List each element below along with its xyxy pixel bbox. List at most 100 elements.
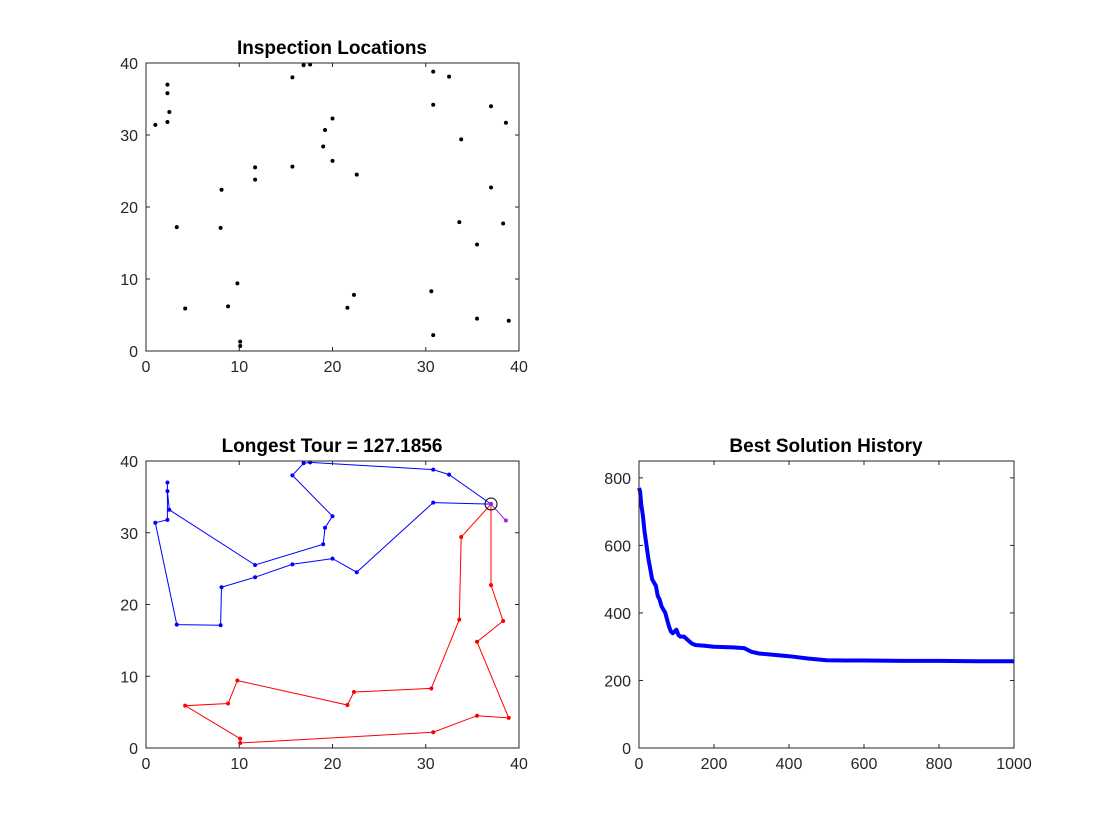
best-solution-history-axes: Best Solution History 0 200 400 600 800 10000… bbox=[604, 436, 1032, 773]
x-tick-label: 0 bbox=[635, 756, 644, 773]
location-point bbox=[167, 109, 172, 114]
x-tick-label: 40 bbox=[510, 756, 528, 773]
location-point bbox=[238, 339, 243, 344]
route-stop-point bbox=[321, 542, 326, 547]
route-stop-point bbox=[431, 730, 436, 735]
y-tick-label: 10 bbox=[120, 669, 138, 686]
route-stop-point bbox=[219, 585, 224, 590]
x-tick-label: 0 bbox=[142, 756, 151, 773]
y-tick-label: 40 bbox=[120, 56, 138, 73]
history-line bbox=[637, 487, 1014, 664]
x-tick-label: 30 bbox=[417, 756, 435, 773]
y-tick-label: 10 bbox=[120, 272, 138, 289]
location-point bbox=[165, 120, 170, 125]
route-stop-point bbox=[238, 740, 243, 745]
route-stop-point bbox=[165, 489, 170, 494]
route-stop-point bbox=[431, 467, 436, 472]
route-stop-point bbox=[301, 461, 306, 466]
location-point bbox=[447, 74, 452, 79]
location-point bbox=[253, 165, 258, 170]
route-stop-point bbox=[253, 575, 258, 580]
x-tick-label: 40 bbox=[510, 359, 528, 376]
x-tick-label: 200 bbox=[701, 756, 728, 773]
inspection-locations-points bbox=[153, 62, 511, 348]
x-tick-label: 10 bbox=[230, 756, 248, 773]
best-solution-history-line bbox=[637, 487, 1014, 664]
location-point bbox=[218, 225, 223, 230]
location-point bbox=[489, 185, 494, 190]
x-tick-label: 30 bbox=[417, 359, 435, 376]
route-stop-point bbox=[431, 500, 436, 505]
y-tick-label: 800 bbox=[604, 471, 631, 488]
route-stop-point bbox=[238, 736, 243, 741]
route-stop-point bbox=[429, 686, 434, 691]
route-stop-point bbox=[345, 702, 350, 707]
location-point bbox=[238, 343, 243, 348]
location-point bbox=[290, 75, 295, 80]
route-stop-point bbox=[183, 703, 188, 708]
y-tick-label: 40 bbox=[120, 454, 138, 471]
y-tick-label: 400 bbox=[604, 606, 631, 623]
route-stop-point bbox=[447, 472, 452, 477]
best-solution-history-frame bbox=[638, 460, 1015, 749]
location-point bbox=[235, 281, 240, 286]
location-point bbox=[431, 333, 436, 338]
route-stop-point bbox=[503, 518, 508, 523]
location-point bbox=[475, 316, 480, 321]
location-point bbox=[351, 292, 356, 297]
best-solution-history-title: Best Solution History bbox=[729, 436, 923, 457]
y-tick-label: 30 bbox=[120, 526, 138, 543]
route-stop-point bbox=[226, 701, 231, 706]
route-stop-point bbox=[506, 715, 511, 720]
route-stop-point bbox=[459, 535, 464, 540]
depot-marker bbox=[484, 497, 498, 511]
inspection-locations-title: Inspection Locations bbox=[237, 38, 427, 59]
longest-tour-ticks: 0 10 20 30 40 0 10 20 30 40 bbox=[120, 454, 528, 773]
x-tick-label: 20 bbox=[324, 359, 342, 376]
route-stop-point bbox=[354, 570, 359, 575]
best-solution-history-ticks: 0 200 400 600 800 1000 0 200 400 600 800 bbox=[604, 461, 1032, 773]
route-stop-point bbox=[290, 562, 295, 567]
x-tick-label: 600 bbox=[851, 756, 878, 773]
location-point bbox=[253, 177, 258, 182]
route-stop-point bbox=[489, 583, 494, 588]
longest-tour-title: Longest Tour = 127.1856 bbox=[222, 436, 443, 457]
location-point bbox=[165, 82, 170, 87]
location-point bbox=[354, 172, 359, 177]
location-point bbox=[459, 137, 464, 142]
inspection-locations-ticks: 0 10 20 30 40 0 10 20 30 40 bbox=[120, 56, 528, 376]
location-point bbox=[457, 220, 462, 225]
location-point bbox=[330, 116, 335, 121]
longest-tour-frame bbox=[145, 460, 520, 749]
x-tick-label: 800 bbox=[926, 756, 953, 773]
x-tick-label: 0 bbox=[142, 359, 151, 376]
route-stop-point bbox=[174, 622, 179, 627]
y-tick-label: 20 bbox=[120, 200, 138, 217]
location-point bbox=[330, 158, 335, 163]
route-stop-point bbox=[475, 713, 480, 718]
location-point bbox=[323, 127, 328, 132]
route-line bbox=[183, 503, 510, 744]
route-stop-point bbox=[323, 525, 328, 530]
y-tick-label: 0 bbox=[622, 741, 631, 758]
route-stop-point bbox=[165, 517, 170, 522]
inspection-locations-frame bbox=[145, 62, 520, 352]
route-stop-point bbox=[501, 619, 506, 624]
location-point bbox=[431, 69, 436, 74]
route-stop-point bbox=[253, 563, 258, 568]
location-point bbox=[290, 164, 295, 169]
location-point bbox=[219, 187, 224, 192]
inspection-locations-axes: Inspection Locations 0 10 20 30 40 0 10 20 30 40 bbox=[120, 38, 528, 376]
location-point bbox=[429, 289, 434, 294]
location-point bbox=[321, 144, 326, 149]
location-point bbox=[165, 91, 170, 96]
route-stop-point bbox=[475, 639, 480, 644]
route-stop-point bbox=[165, 480, 170, 485]
route-stop-point bbox=[330, 556, 335, 561]
y-tick-label: 30 bbox=[120, 128, 138, 145]
y-tick-label: 200 bbox=[604, 673, 631, 690]
location-point bbox=[475, 242, 480, 247]
location-point bbox=[345, 305, 350, 310]
location-point bbox=[174, 225, 179, 230]
route-stop-point bbox=[235, 678, 240, 683]
